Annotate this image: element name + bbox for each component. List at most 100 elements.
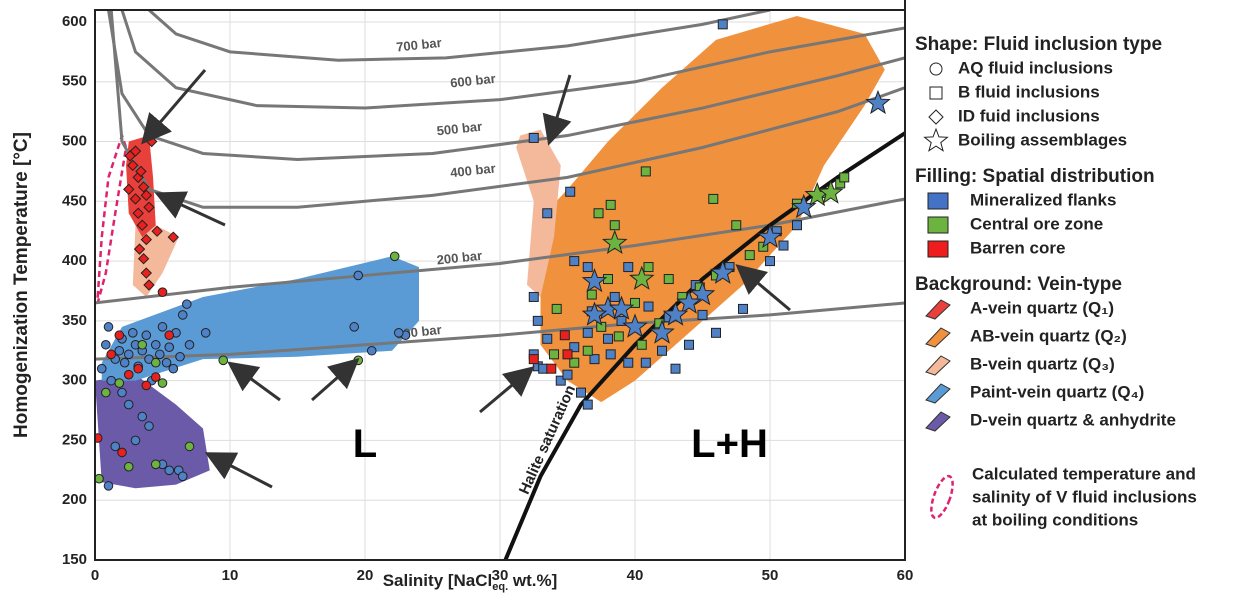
legend-note: Calculated temperature and bbox=[972, 464, 1196, 483]
point bbox=[184, 339, 195, 350]
arrow bbox=[735, 264, 791, 312]
point bbox=[738, 303, 748, 314]
isobar-label: 700 bar bbox=[395, 35, 442, 55]
point bbox=[717, 19, 728, 30]
point bbox=[141, 330, 152, 341]
point bbox=[757, 223, 783, 249]
point bbox=[128, 328, 138, 338]
point bbox=[623, 262, 634, 273]
y-tick-label: 150 bbox=[62, 551, 87, 568]
point bbox=[123, 183, 135, 196]
point bbox=[609, 220, 620, 231]
point bbox=[657, 345, 667, 356]
point bbox=[101, 339, 111, 350]
x-tick-label: 20 bbox=[357, 567, 374, 584]
point bbox=[106, 375, 116, 386]
legend-swatch bbox=[925, 299, 951, 320]
point bbox=[164, 342, 175, 352]
point bbox=[616, 315, 627, 326]
point bbox=[130, 435, 141, 446]
point bbox=[366, 345, 377, 356]
point bbox=[542, 208, 553, 219]
vein-region bbox=[516, 129, 561, 297]
point bbox=[709, 259, 736, 284]
point bbox=[623, 357, 634, 368]
point bbox=[630, 297, 640, 308]
point bbox=[182, 299, 192, 309]
isobar-label: 500 bar bbox=[436, 119, 483, 139]
legend-label: Boiling assemblages bbox=[958, 130, 1127, 149]
point bbox=[605, 349, 616, 360]
point bbox=[613, 331, 624, 342]
legend-marker bbox=[929, 62, 943, 76]
arrow bbox=[311, 358, 360, 402]
arrows bbox=[141, 69, 791, 489]
point bbox=[103, 322, 114, 332]
point bbox=[555, 375, 566, 386]
point bbox=[549, 349, 559, 360]
x-label-sub: eq. bbox=[492, 581, 508, 593]
point bbox=[569, 342, 580, 353]
point bbox=[708, 193, 719, 204]
isobar bbox=[148, 10, 771, 62]
point bbox=[150, 372, 161, 382]
legend-swatch bbox=[927, 216, 949, 234]
point bbox=[101, 387, 111, 398]
point bbox=[133, 243, 146, 255]
isobar bbox=[120, 10, 905, 110]
point bbox=[562, 369, 573, 380]
point bbox=[96, 363, 107, 374]
point bbox=[117, 387, 127, 398]
point bbox=[551, 303, 562, 314]
point bbox=[129, 193, 142, 205]
point bbox=[200, 328, 211, 338]
vein-region bbox=[95, 374, 210, 489]
point bbox=[640, 166, 651, 177]
point bbox=[143, 201, 155, 213]
isobar-label: 400 bar bbox=[449, 161, 496, 181]
point bbox=[137, 339, 148, 350]
x-tick-label: 60 bbox=[897, 567, 914, 584]
legend-marker bbox=[928, 109, 944, 125]
point bbox=[608, 295, 635, 320]
point bbox=[643, 301, 654, 312]
y-tick-label: 400 bbox=[62, 252, 87, 269]
legend-title: Filling: Spatial distribution bbox=[915, 166, 1155, 187]
point bbox=[817, 179, 844, 204]
point bbox=[569, 357, 580, 368]
point bbox=[649, 319, 675, 344]
point bbox=[603, 333, 613, 344]
legend-swatch bbox=[925, 327, 951, 348]
point bbox=[155, 349, 165, 360]
x-tick-label: 0 bbox=[91, 567, 99, 584]
point bbox=[150, 459, 161, 470]
legend-label: Central ore zone bbox=[970, 214, 1103, 233]
point bbox=[95, 473, 104, 484]
x-axis-label: Salinity [NaCleq. wt.%] bbox=[383, 571, 558, 592]
isobar bbox=[107, 10, 905, 161]
x-tick-label: 30 bbox=[492, 567, 509, 584]
legend-swatch bbox=[927, 240, 949, 258]
legend-title: Shape: Fluid inclusion type bbox=[915, 34, 1162, 55]
point bbox=[177, 471, 188, 482]
legend: Shape: Fluid inclusion type AQ fluid incl… bbox=[915, 34, 1197, 529]
legend-note: salinity of V fluid inclusions bbox=[972, 487, 1197, 506]
point bbox=[670, 363, 681, 374]
y-tick-label: 200 bbox=[62, 491, 87, 508]
point bbox=[143, 279, 155, 291]
point bbox=[140, 233, 153, 246]
point bbox=[676, 289, 702, 314]
y-tick-label: 350 bbox=[62, 312, 87, 329]
point bbox=[605, 199, 616, 210]
point bbox=[628, 265, 655, 290]
point bbox=[135, 165, 147, 178]
point bbox=[542, 333, 553, 344]
point bbox=[792, 220, 802, 231]
x-tick-label: 40 bbox=[627, 567, 644, 584]
point bbox=[589, 354, 600, 365]
halite-label: Halite saturation bbox=[516, 383, 579, 497]
point bbox=[123, 349, 134, 360]
y-tick-label: 550 bbox=[62, 73, 87, 90]
